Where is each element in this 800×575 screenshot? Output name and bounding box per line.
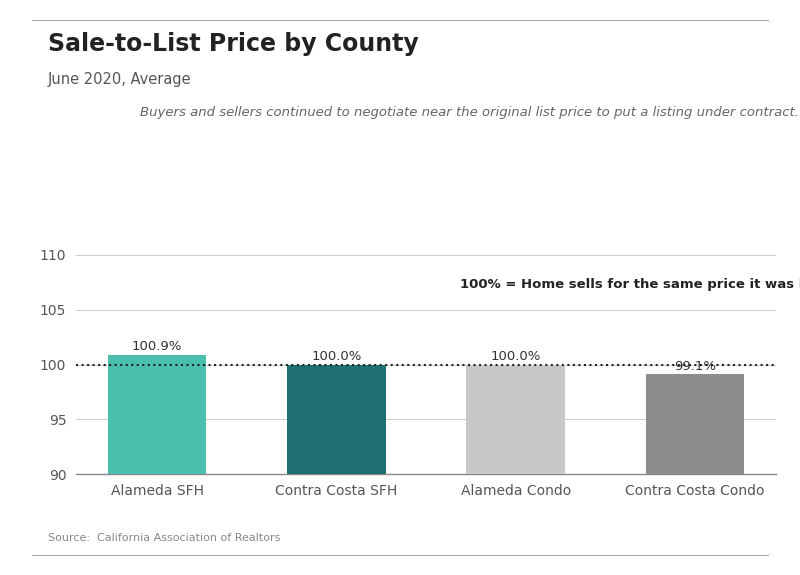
Text: 100.0%: 100.0% [311, 350, 362, 363]
Bar [287, 365, 386, 474]
Text: June 2020, Average: June 2020, Average [48, 72, 192, 87]
Bar [108, 355, 206, 474]
Bar [466, 365, 565, 474]
Text: 99.1%: 99.1% [674, 360, 716, 373]
Text: Source:  California Association of Realtors: Source: California Association of Realto… [48, 534, 280, 543]
Text: Buyers and sellers continued to negotiate near the original list price to put a : Buyers and sellers continued to negotiat… [140, 106, 799, 120]
Text: Sale-to-List Price by County: Sale-to-List Price by County [48, 32, 418, 56]
Text: 100% = Home sells for the same price it was listed: 100% = Home sells for the same price it … [460, 278, 800, 291]
Text: 100.0%: 100.0% [490, 350, 541, 363]
Text: 100.9%: 100.9% [132, 340, 182, 353]
Bar [646, 374, 744, 474]
